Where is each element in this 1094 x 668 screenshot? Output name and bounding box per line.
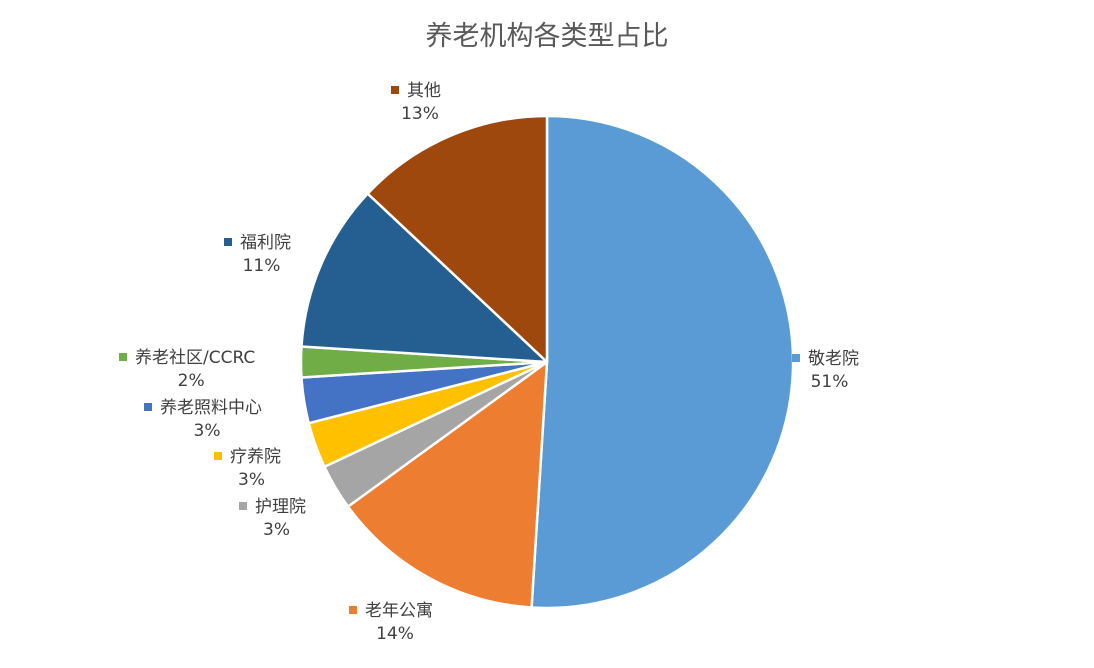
- legend-marker: [224, 238, 232, 246]
- slice-percent-label: 3%: [194, 421, 221, 441]
- slice-percent-label: 13%: [401, 104, 439, 124]
- data-label: 敬老院 51%: [792, 349, 859, 392]
- data-label: 其他 13%: [391, 81, 441, 124]
- slice-category-label: 其他: [407, 81, 441, 101]
- data-label: 养老社区/CCRC 2%: [119, 348, 255, 391]
- data-label: 养老照料中心 3%: [144, 398, 262, 441]
- slice-category-label: 护理院: [255, 497, 306, 517]
- data-label: 福利院 11%: [224, 233, 291, 276]
- slice-percent-label: 51%: [811, 372, 849, 392]
- chart-title: 养老机构各类型占比: [426, 21, 669, 52]
- slice-category-label: 养老社区/CCRC: [135, 348, 255, 368]
- pie-slices: [299, 114, 795, 610]
- pie-slice: [530, 114, 795, 610]
- slice-category-label: 疗养院: [230, 447, 281, 467]
- slice-percent-label: 2%: [178, 371, 205, 391]
- pie-slice: [346, 360, 549, 609]
- legend-marker: [349, 606, 357, 614]
- data-label: 护理院 3%: [239, 497, 306, 540]
- slice-category-label: 养老照料中心: [160, 398, 262, 418]
- pie-slice: [366, 114, 549, 364]
- slice-category-label: 敬老院: [808, 349, 859, 369]
- slice-category-label: 老年公寓: [365, 601, 433, 621]
- data-label: 老年公寓 14%: [349, 601, 433, 644]
- legend-marker: [239, 502, 247, 510]
- slice-percent-label: 14%: [376, 624, 414, 644]
- pie-slice: [300, 192, 549, 364]
- slice-percent-label: 11%: [243, 256, 281, 276]
- legend-marker: [144, 403, 152, 411]
- slice-percent-label: 3%: [263, 520, 290, 540]
- slice-percent-label: 3%: [238, 470, 265, 490]
- slice-category-label: 福利院: [240, 233, 291, 253]
- legend-marker: [391, 86, 399, 94]
- data-label: 疗养院 3%: [214, 447, 281, 490]
- legend-marker: [792, 354, 800, 362]
- pie-labels: 敬老院 51% 老年公寓 14% 护理院 3% 疗养院 3% 养老照料中心 3% 养老社区/CCRC…: [119, 81, 859, 644]
- legend-marker: [214, 452, 222, 460]
- legend-marker: [119, 353, 127, 361]
